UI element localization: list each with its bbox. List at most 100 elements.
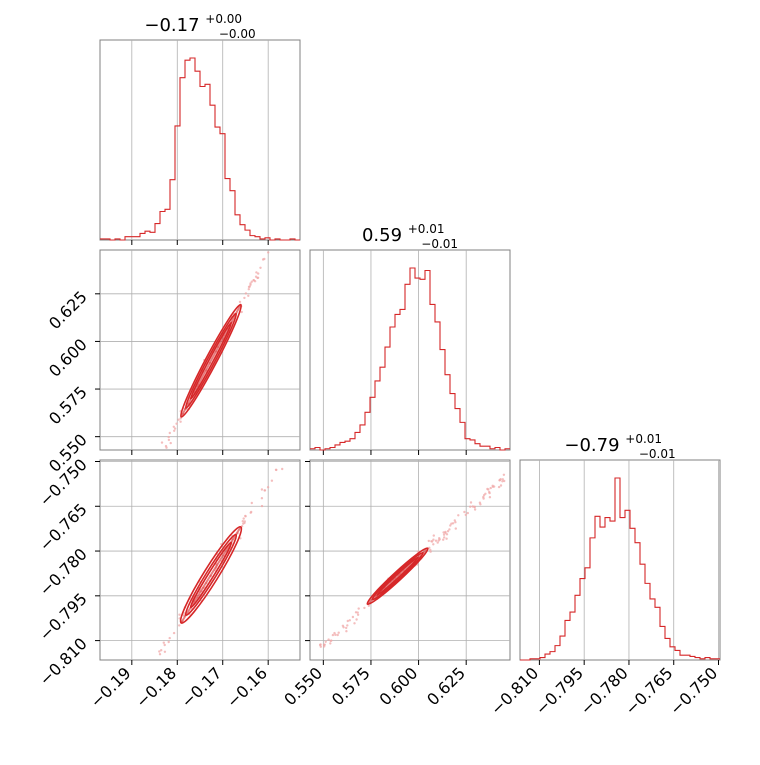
ytick-label-p2-3: −0.765: [36, 500, 91, 555]
scatter-1-2-point-92: [333, 631, 336, 635]
scatter-0-1-point-61: [173, 427, 177, 430]
scatter-0-1-point-90: [248, 285, 251, 288]
scatter-1-2-point-86: [353, 622, 356, 625]
scatter-1-2-point-120: [346, 619, 349, 623]
xtick-label-p1-3: 0.625: [423, 663, 469, 709]
scatter-0-1-point-16: [247, 288, 250, 291]
title-param-2-main: −0.79: [564, 435, 619, 456]
scatter-0-2-point-87: [178, 613, 181, 616]
scatter-1-2-point-114: [502, 473, 506, 476]
ytick-label-p2-1: −0.795: [36, 589, 91, 644]
scatter-1-2-point-46: [482, 494, 486, 497]
scatter-0-1-point-33: [177, 418, 180, 421]
scatter-0-1-point-79: [179, 420, 182, 423]
scatter-1-2-point-20: [478, 501, 482, 504]
scatter-0-2-point-122: [158, 653, 162, 656]
scatter-0-1-point-75: [169, 441, 172, 445]
scatter-1-2-point-35: [336, 633, 339, 637]
scatter-1-2-point-67: [341, 624, 345, 627]
scatter-1-2-point-47: [453, 519, 456, 522]
scatter-1-2-point-50: [331, 633, 335, 637]
scatter-1-2-point-105: [448, 528, 451, 531]
scatter-0-2-point-58: [275, 468, 278, 472]
scatter-1-2-point-91: [429, 550, 432, 553]
title-param-2-sub: −0.01: [639, 447, 676, 461]
scatter-0-1-frame: [99, 249, 301, 451]
scatter-1-2-point-65: [323, 645, 326, 648]
scatter-0-2-point-38: [162, 641, 165, 644]
scatter-1-2-point-117: [450, 522, 453, 525]
scatter-0-2-point-26: [260, 504, 264, 508]
scatter-0-1-point-32: [259, 266, 262, 269]
scatter-0-1-point-66: [261, 258, 265, 261]
scatter-1-2-point-95: [482, 497, 485, 500]
scatter-1-2-point-52: [442, 538, 445, 541]
scatter-1-2-point-104: [434, 539, 438, 542]
scatter-1-2-point-68: [318, 643, 322, 647]
scatter-1-2-point-66: [432, 543, 435, 546]
scatter-0-1-point-123: [267, 251, 270, 254]
scatter-1-2-point-22: [489, 486, 492, 490]
scatter-1-2-point-81: [444, 531, 447, 535]
scatter-0-2-point-75: [250, 501, 253, 505]
scatter-1-2-point-94: [469, 501, 473, 504]
tick-labels-group: −0.19−0.18−0.17−0.16 0.550 0.575 0.600 0.625…: [36, 287, 722, 718]
scatter-1-2-point-108: [454, 527, 457, 530]
scatter-1-2-point-111: [457, 514, 460, 517]
scatter-1-2-point-107: [473, 508, 477, 511]
scatter-0-1-point-7: [250, 280, 253, 283]
scatter-0-1-point-113: [243, 296, 246, 300]
scatter-0-2-point-2: [270, 479, 274, 482]
scatter-1-2-point-83: [428, 546, 431, 549]
ytick-label-p2-0: −0.810: [36, 634, 91, 689]
scatter-1-2-point-3: [345, 630, 348, 633]
scatter-1-2-point-54: [445, 533, 449, 536]
scatter-0-1-point-91: [167, 435, 170, 439]
scatter-0-1-point-108: [168, 431, 171, 435]
scatter-1-2-point-85: [431, 540, 434, 543]
scatter-0-2-point-92: [163, 643, 166, 647]
scatter-0-1-point-93: [252, 279, 256, 282]
hist-2-frame: [519, 459, 721, 661]
scatter-1-2-point-88: [432, 538, 435, 541]
scatter-1-2-core: [366, 547, 429, 605]
scatter-1-2-point-38: [324, 640, 327, 643]
scatter-1-2-point-64: [501, 478, 504, 481]
xtick-label-p2-4: −0.750: [666, 663, 721, 718]
scatter-0-2-point-89: [263, 489, 267, 492]
scatter-1-2-point-116: [473, 505, 476, 508]
scatter-1-2-point-96: [499, 484, 503, 487]
scatter-0-2-point-34: [243, 520, 246, 523]
xtick-label-p2-0: −0.810: [487, 663, 542, 718]
scatter-0-2-point-11: [249, 511, 252, 514]
title-param-1-sup: +0.01: [408, 222, 445, 236]
scatter-1-2-point-106: [497, 485, 501, 489]
scatter-1-2-point-60: [446, 530, 450, 533]
scatter-1-2-point-9: [432, 534, 435, 537]
xtick-label-p0-1: −0.18: [132, 663, 180, 711]
scatter-1-2-point-112: [488, 491, 491, 495]
scatter-1-2-point-26: [443, 536, 446, 539]
scatter-1-2-point-39: [445, 537, 448, 540]
scatter-0-1-point-71: [256, 276, 259, 280]
scatter-0-2-point-63: [260, 488, 264, 491]
ytick-label-p1-1: 0.575: [45, 382, 91, 428]
scatter-1-2-point-29: [442, 533, 446, 536]
scatter-1-2-frame: [309, 459, 511, 661]
scatter-1-2-point-77: [471, 505, 474, 508]
title-param-0-sup: +0.00: [205, 12, 242, 26]
scatter-0-1-point-52: [165, 446, 168, 449]
scatter-1-2-point-1: [501, 480, 504, 483]
xtick-label-p2-3: −0.765: [621, 663, 676, 718]
scatter-0-1-point-73: [255, 271, 258, 274]
scatter-1-2-point-98: [486, 487, 489, 491]
scatter-0-2-point-82: [244, 515, 247, 518]
scatter-1-2-point-113: [351, 615, 355, 619]
title-param-0: −0.17 +0.00 −0.00: [144, 7, 255, 41]
hist-1-steps: [310, 267, 510, 451]
scatter-1-2-point-128: [449, 524, 452, 527]
scatter-1-2-point-76: [498, 479, 501, 482]
title-param-1-sub: −0.01: [421, 237, 458, 251]
